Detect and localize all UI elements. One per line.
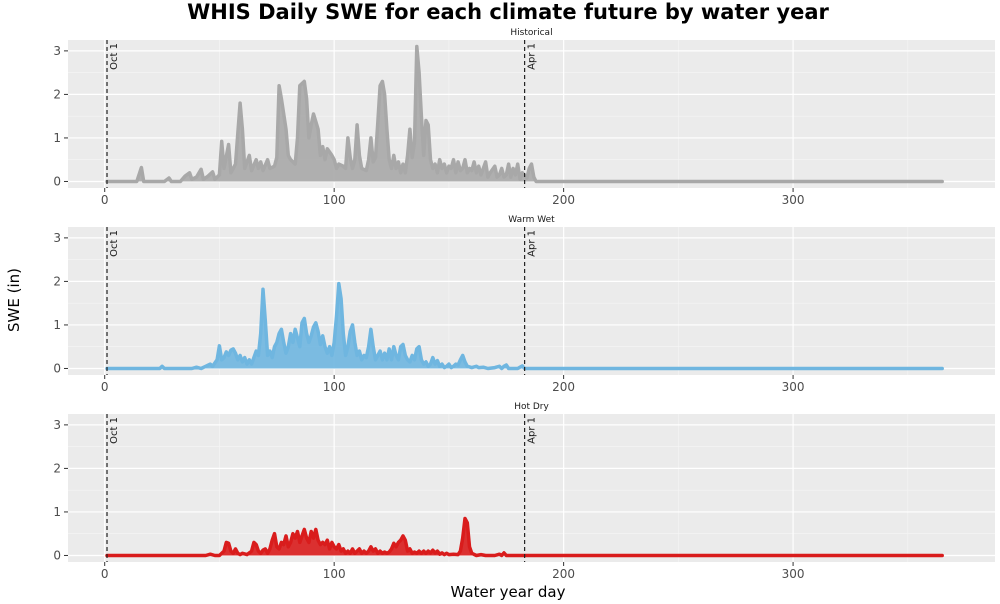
y-tick-label: 1 bbox=[53, 318, 61, 332]
x-tick-label: 300 bbox=[782, 380, 805, 394]
series-area-historical bbox=[107, 46, 943, 182]
series-line-historical bbox=[105, 44, 944, 184]
y-tick-label: 1 bbox=[53, 131, 61, 145]
reference-label-apr-1: Apr 1 bbox=[527, 417, 538, 444]
y-tick-label: 0 bbox=[53, 548, 61, 562]
y-tick-label: 2 bbox=[53, 461, 61, 475]
reference-label-apr-1: Apr 1 bbox=[527, 43, 538, 70]
y-axis-title: SWE (in) bbox=[5, 268, 23, 332]
series-line-hot-dry bbox=[105, 516, 944, 558]
y-tick-label: 2 bbox=[53, 274, 61, 288]
panel-historical: Historical 0 100 200 300 0 1 2 3 Oct 1 Apr 1 bbox=[53, 28, 995, 207]
panel-warm-wet: Warm Wet 0 100 200 300 0 1 2 3 Oct 1 Apr 1 bbox=[53, 215, 995, 394]
series-area-hot-dry bbox=[107, 518, 943, 556]
reference-label-oct-1: Oct 1 bbox=[109, 230, 120, 257]
panel-title-hot-dry: Hot Dry bbox=[514, 402, 549, 412]
panel-title-historical: Historical bbox=[510, 28, 552, 38]
x-tick-label: 0 bbox=[101, 567, 109, 581]
panel-hot-dry: Hot Dry 0 100 200 300 0 1 2 3 Oct 1 Apr 1 bbox=[53, 402, 995, 581]
panel-background bbox=[68, 414, 995, 562]
y-tick-label: 1 bbox=[53, 505, 61, 519]
x-axis-title: Water year day bbox=[451, 583, 566, 600]
x-tick-label: 0 bbox=[101, 380, 109, 394]
y-tick-label: 2 bbox=[53, 87, 61, 101]
reference-label-apr-1: Apr 1 bbox=[527, 230, 538, 257]
chart-title: WHIS Daily SWE for each climate future b… bbox=[187, 0, 829, 24]
panel-title-warm-wet: Warm Wet bbox=[508, 215, 555, 225]
x-tick-label: 300 bbox=[782, 193, 805, 207]
panel-background bbox=[68, 227, 995, 375]
x-tick-label: 0 bbox=[101, 193, 109, 207]
series-area-warm-wet bbox=[107, 283, 943, 369]
y-tick-label: 0 bbox=[53, 361, 61, 375]
x-tick-label: 200 bbox=[552, 380, 575, 394]
x-tick-label: 200 bbox=[552, 193, 575, 207]
x-tick-label: 200 bbox=[552, 567, 575, 581]
series-line-warm-wet bbox=[105, 281, 944, 371]
y-tick-label: 3 bbox=[53, 418, 61, 432]
reference-label-oct-1: Oct 1 bbox=[109, 417, 120, 444]
y-tick-label: 3 bbox=[53, 231, 61, 245]
y-tick-label: 0 bbox=[53, 174, 61, 188]
y-tick-label: 3 bbox=[53, 44, 61, 58]
x-tick-label: 300 bbox=[782, 567, 805, 581]
reference-label-oct-1: Oct 1 bbox=[109, 43, 120, 70]
x-tick-label: 100 bbox=[323, 193, 346, 207]
x-tick-label: 100 bbox=[323, 567, 346, 581]
x-tick-label: 100 bbox=[323, 380, 346, 394]
